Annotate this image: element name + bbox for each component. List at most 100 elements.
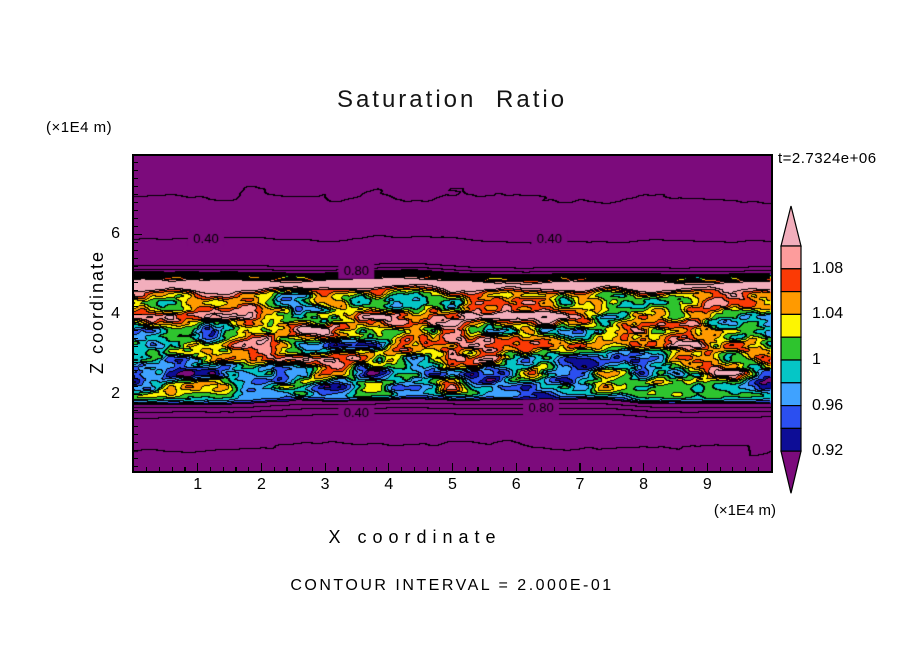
- axis-tick: [197, 463, 199, 471]
- axis-tick: [134, 201, 138, 203]
- axis-tick: [134, 457, 138, 459]
- axis-tick: [299, 467, 301, 471]
- axis-tick: [146, 467, 148, 471]
- axis-tick: [337, 467, 339, 471]
- axis-tick: [388, 463, 390, 471]
- axis-tick: [694, 467, 696, 471]
- colorbar-cell: [780, 359, 802, 384]
- axis-tick: [134, 409, 138, 411]
- x-tick-label: 4: [384, 476, 394, 493]
- axis-tick: [477, 467, 479, 471]
- colorbar-cell: [780, 313, 802, 338]
- axis-tick: [719, 467, 721, 471]
- axis-tick: [502, 467, 505, 471]
- axis-tick: [426, 467, 428, 471]
- saturation-field-canvas: [134, 156, 771, 471]
- x-axis-title: X coordinate: [328, 527, 502, 547]
- axis-tick: [134, 313, 142, 315]
- axis-tick: [401, 467, 403, 471]
- colorbar-tick-label: 1: [812, 351, 821, 368]
- colorbar-tick-label: 0.96: [812, 396, 844, 414]
- axis-tick: [248, 467, 250, 471]
- axis-tick: [235, 467, 237, 471]
- axis-tick: [439, 467, 441, 471]
- axis-tick: [134, 249, 138, 251]
- x-tick-label: 9: [702, 476, 712, 493]
- axis-tick: [134, 193, 138, 195]
- colorbar-cell: [780, 245, 802, 270]
- axis-tick: [732, 467, 734, 471]
- colorbar-tick-label: 0.92: [812, 442, 844, 460]
- axis-tick: [134, 257, 138, 259]
- axis-tick: [745, 467, 747, 471]
- z-tick-label: 2: [111, 385, 120, 402]
- axis-tick: [134, 233, 142, 235]
- axis-tick: [134, 377, 138, 379]
- axis-tick: [134, 265, 138, 267]
- axis-tick: [134, 385, 138, 387]
- x-axis-unit-label: (×1E4 m): [713, 502, 776, 519]
- axis-tick: [490, 467, 492, 471]
- colorbar-arrow-bottom: [780, 450, 802, 494]
- time-label: t=2.7324e+06: [778, 150, 877, 167]
- x-tick-label: 7: [575, 476, 585, 493]
- axis-tick: [362, 467, 364, 471]
- colorbar: [780, 205, 802, 494]
- axis-tick: [134, 225, 138, 227]
- axis-tick: [413, 467, 415, 471]
- axis-tick: [134, 393, 142, 395]
- axis-tick: [617, 467, 619, 471]
- axis-tick: [706, 463, 708, 471]
- axis-tick: [375, 467, 377, 471]
- plot-title: Saturation Ratio: [336, 86, 568, 113]
- plot-area: [132, 154, 773, 473]
- axis-tick: [134, 305, 138, 307]
- colorbar-tick-label: 1.08: [812, 259, 844, 277]
- axis-tick: [286, 467, 288, 471]
- contour-interval-label: CONTOUR INTERVAL = 2.000E-01: [290, 577, 614, 594]
- colorbar-arrow-top: [780, 205, 802, 247]
- axis-tick: [158, 467, 161, 471]
- x-tick-label: 8: [639, 476, 649, 493]
- axis-tick: [134, 433, 138, 435]
- colorbar-cell: [780, 268, 802, 293]
- axis-tick: [134, 417, 138, 419]
- x-tick-label: 2: [256, 476, 266, 493]
- axis-tick: [273, 467, 275, 471]
- z-tick-label: 4: [111, 305, 120, 322]
- axis-tick: [541, 467, 543, 471]
- axis-tick: [134, 241, 138, 243]
- axis-tick: [184, 467, 186, 471]
- axis-tick: [260, 463, 263, 471]
- colorbar-tick-label: 1.04: [812, 305, 844, 323]
- axis-tick: [579, 463, 581, 471]
- x-tick-label: 1: [193, 476, 203, 493]
- colorbar-cell: [780, 290, 802, 315]
- axis-tick: [604, 467, 607, 471]
- x-tick-label: 6: [511, 476, 521, 493]
- axis-tick: [134, 465, 138, 467]
- axis-tick: [134, 177, 138, 179]
- z-tick-label: 6: [111, 225, 120, 242]
- axis-tick: [134, 425, 138, 427]
- axis-tick: [324, 463, 326, 471]
- x-tick-label: 5: [448, 476, 457, 493]
- axis-tick: [681, 467, 683, 471]
- axis-tick: [134, 273, 138, 275]
- colorbar-cell: [780, 382, 802, 407]
- axis-tick: [171, 467, 173, 471]
- axis-tick: [134, 281, 138, 283]
- axis-tick: [655, 467, 658, 471]
- axis-tick: [134, 169, 138, 171]
- axis-tick: [452, 463, 454, 471]
- axis-tick: [134, 297, 138, 299]
- axis-tick: [134, 369, 138, 371]
- axis-tick: [134, 185, 138, 187]
- axis-tick: [134, 337, 138, 339]
- axis-tick: [668, 467, 670, 471]
- axis-tick: [566, 467, 568, 471]
- axis-tick: [515, 463, 517, 471]
- axis-tick: [134, 361, 138, 363]
- axis-tick: [134, 209, 138, 211]
